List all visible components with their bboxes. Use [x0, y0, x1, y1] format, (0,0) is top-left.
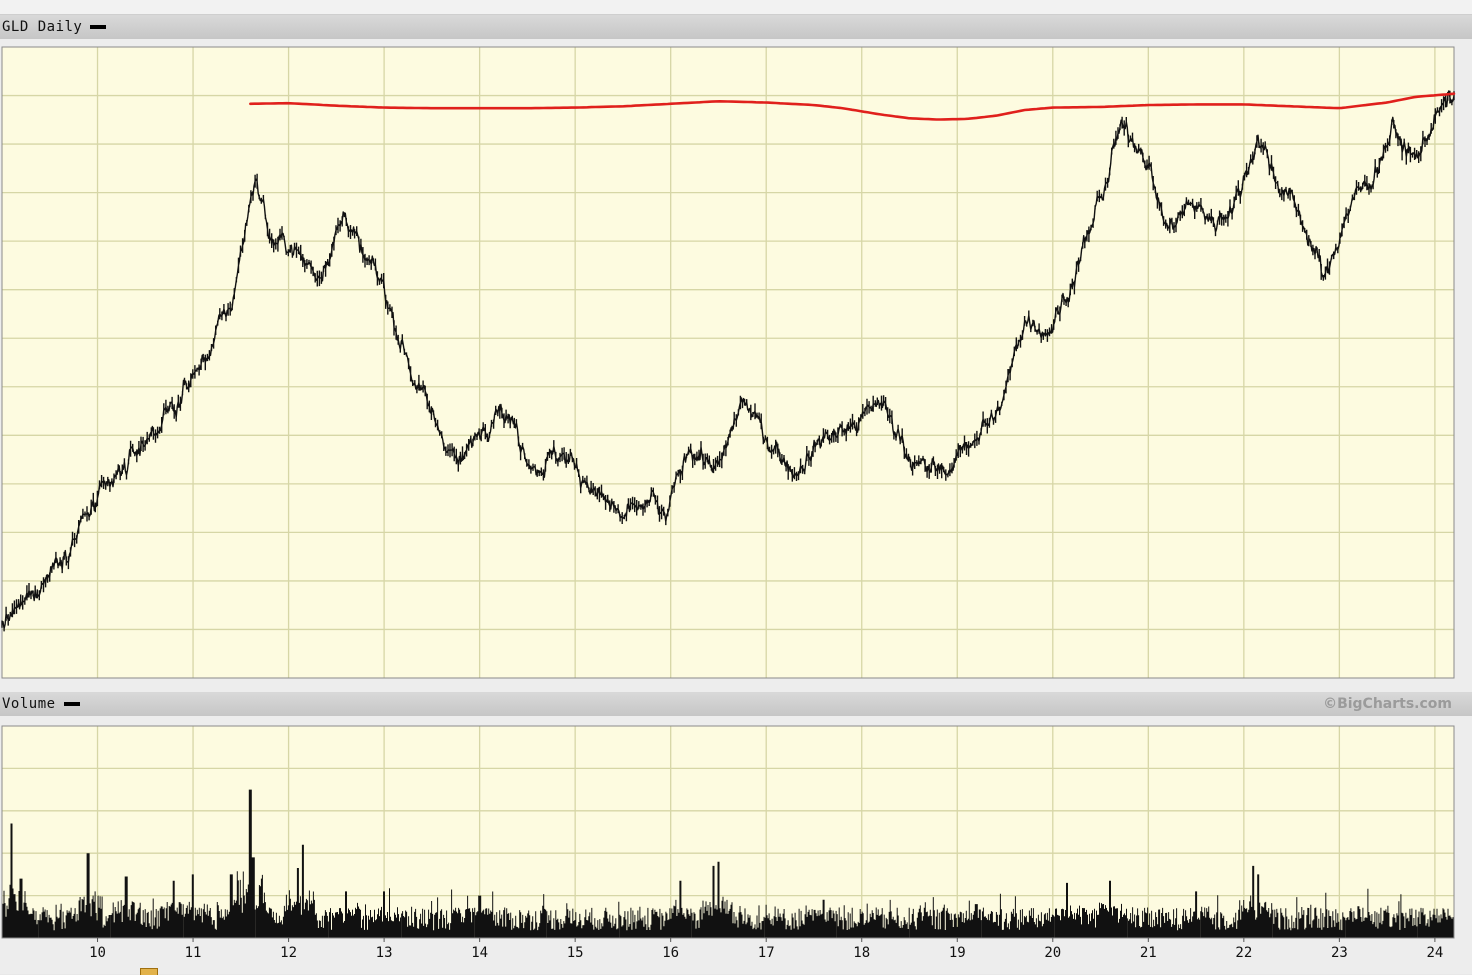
price-chart-panel [0, 39, 1472, 692]
x-axis-tick-label: 22 [1235, 945, 1252, 961]
price-plot-border [1, 46, 1455, 679]
volume-chart-panel: 10 11 12 13 14 15 16 17 18 19 20 21 22 23 24 [0, 716, 1472, 974]
price-plot-area [2, 47, 1454, 678]
x-axis-tick-label: 14 [471, 945, 488, 961]
price-chart [1, 46, 1456, 679]
volume-panel-title: Volume [2, 696, 56, 712]
x-axis-tick-label: 20 [1044, 945, 1061, 961]
x-axis-tick-label: 24 [1426, 945, 1443, 961]
price-gridlines [2, 47, 1454, 678]
x-axis-tick-label: 13 [376, 945, 393, 961]
bottom-tab-icon[interactable] [140, 968, 158, 975]
price-panel-header: GLD Daily [0, 15, 1472, 39]
x-axis-tick-label: 11 [185, 945, 202, 961]
x-axis-tick-labels: 10 11 12 13 14 15 16 17 18 19 20 21 22 23 24 [89, 938, 1443, 961]
collapse-dash-icon[interactable] [90, 25, 107, 29]
volume-plot-border [1, 725, 1455, 939]
volume-panel-header: Volume ©BigCharts.com [0, 692, 1472, 716]
price-panel-title: GLD Daily [2, 19, 83, 35]
moving-average-line [249, 92, 1456, 121]
volume-plot-area [2, 726, 1454, 938]
bigcharts-credit[interactable]: ©BigCharts.com [1323, 696, 1452, 712]
x-axis-tick-label: 10 [89, 945, 106, 961]
x-axis-tick-label: 12 [280, 945, 297, 961]
volume-chart: 10 11 12 13 14 15 16 17 18 19 20 21 22 23 24 [1, 725, 1455, 961]
x-axis-tick-label: 16 [662, 945, 679, 961]
x-axis-tick-label: 19 [949, 945, 966, 961]
x-axis-tick-label: 23 [1331, 945, 1348, 961]
x-axis-tick-label: 18 [853, 945, 870, 961]
window-top-band [0, 0, 1472, 15]
x-axis-tick-label: 15 [567, 945, 584, 961]
x-axis-tick-label: 21 [1140, 945, 1157, 961]
x-axis-tick-label: 17 [758, 945, 775, 961]
price-series-line [1, 90, 1455, 632]
collapse-dash-icon[interactable] [63, 702, 80, 706]
